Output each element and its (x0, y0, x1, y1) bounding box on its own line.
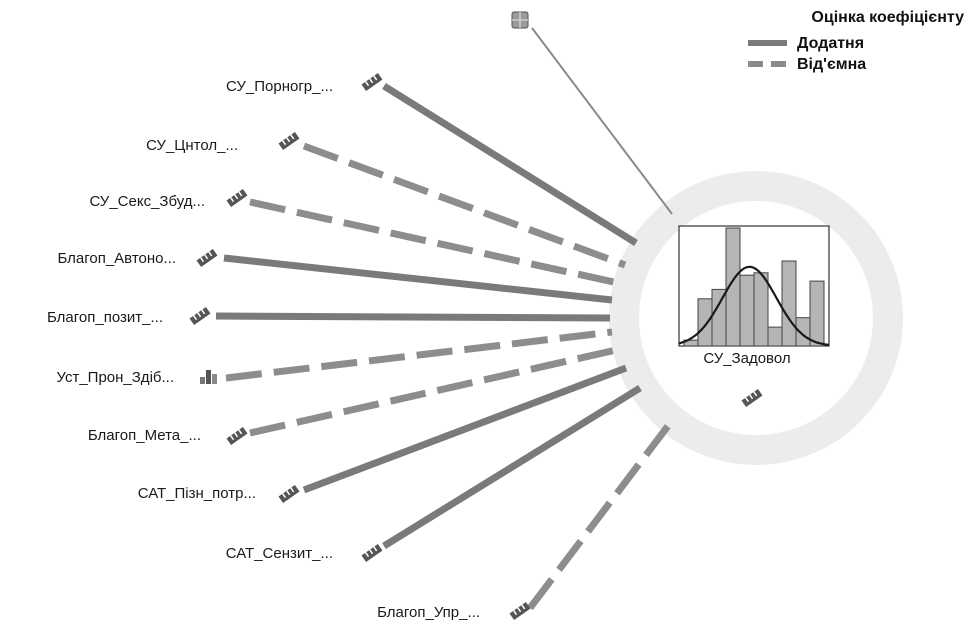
histogram-bar (809, 280, 825, 347)
predictor-label[interactable]: САТ_Пізн_потр... (138, 485, 256, 502)
histogram-bar (753, 272, 769, 347)
connector-8 (302, 364, 628, 494)
connector-5 (215, 312, 611, 322)
target-label: СУ_Задовол (703, 350, 790, 367)
predictor-label[interactable]: Уст_Прон_Здіб... (56, 369, 174, 386)
histogram-bars (683, 227, 825, 347)
predictor-label[interactable]: САТ_Сензит_... (226, 545, 333, 562)
ruler-icon (189, 306, 211, 326)
target-halo-ring (609, 171, 903, 465)
histogram-bar (711, 288, 727, 347)
histogram-bar (697, 298, 713, 347)
ruler-icon (278, 131, 300, 151)
predictor-label[interactable]: СУ_Секс_Збуд... (89, 193, 205, 210)
predictor-label[interactable]: Благоп_Автоно... (57, 250, 176, 267)
histogram-bar (739, 274, 755, 347)
ruler-icon (226, 188, 248, 208)
legend-positive-label: Додатня (797, 35, 864, 52)
legend-negative-label: Від'ємна (797, 56, 866, 73)
ruler-icon (226, 426, 248, 446)
cube-icon (511, 11, 529, 29)
ruler-icon (361, 543, 383, 563)
ruler-icon (509, 601, 531, 621)
histogram-bar (767, 326, 783, 347)
target-node[interactable]: СУ_Задовол (678, 225, 830, 367)
predictor-label[interactable]: Благоп_позит_... (47, 309, 163, 326)
connector-4 (223, 254, 613, 304)
connector-6 (225, 328, 613, 382)
connector-3 (249, 198, 619, 287)
predictor-connectors (215, 83, 677, 611)
intercept-connector (531, 27, 673, 215)
predictor-label[interactable]: Благоп_Упр_... (377, 604, 480, 621)
normal-curve (678, 265, 830, 347)
legend: Оцінка коефіцієнту Додатня Від'ємна (748, 9, 964, 73)
ruler-icon (278, 484, 300, 504)
ruler-icon (196, 248, 218, 268)
predictor-label[interactable]: Благоп_Мета_... (88, 427, 201, 444)
connector-10 (527, 415, 677, 611)
predictor-icons (189, 72, 531, 621)
predictor-label[interactable]: СУ_Порногр_... (226, 78, 333, 95)
bar-chart-icon (200, 370, 217, 384)
connector-2 (302, 142, 627, 269)
connector-9 (382, 385, 642, 549)
histogram-bar (781, 260, 797, 347)
ruler-icon (361, 72, 383, 92)
connector-1 (382, 83, 638, 246)
legend-title: Оцінка коефіцієнту (811, 9, 964, 26)
ruler-icon (741, 388, 763, 408)
connector-7 (249, 346, 617, 437)
predictor-labels: СУ_Порногр_... СУ_Цнтол_... СУ_Секс_Збуд… (47, 78, 480, 621)
predictor-label[interactable]: СУ_Цнтол_... (146, 137, 238, 154)
